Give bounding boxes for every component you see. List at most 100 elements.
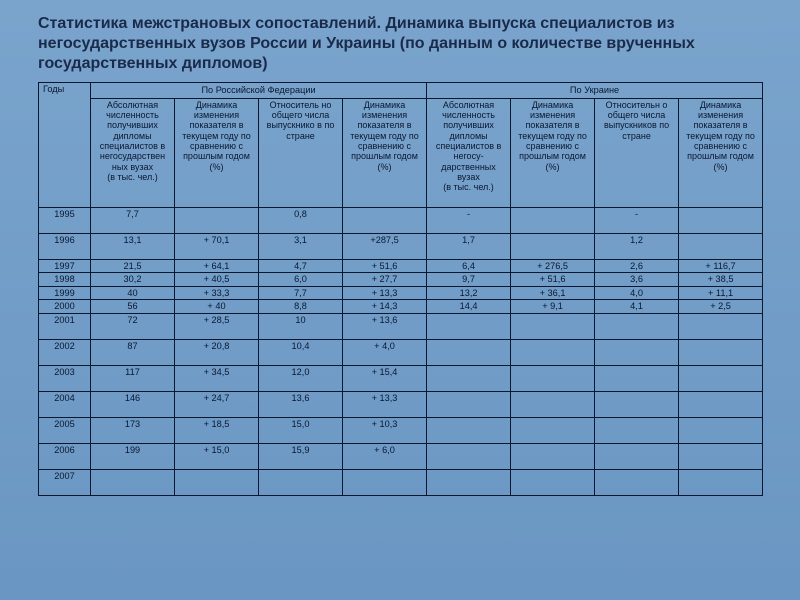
table-row: 2003117+ 34,512,0+ 15,4 [39,365,763,391]
data-cell: 8,8 [259,300,343,314]
slide: Статистика межстрановых сопоставлений. Д… [0,0,800,600]
year-cell: 2004 [39,391,91,417]
data-cell: 7,7 [91,207,175,233]
table-row: 199940+ 33,37,7+ 13,313,2+ 36,14,0+ 11,1 [39,286,763,300]
table-body: 19957,70,8--199613,1+ 70,13,1+287,51,71,… [39,207,763,495]
data-cell: + 2,5 [679,300,763,314]
data-cell: 3,6 [595,273,679,287]
data-cell: + 13,3 [343,391,427,417]
table-head: Годы По Российской Федерации По Украине … [39,83,763,208]
col-header: Динамика изменения показателя в текущем … [679,98,763,207]
year-cell: 1999 [39,286,91,300]
data-cell: 10,4 [259,339,343,365]
data-cell: 6,0 [259,273,343,287]
col-header: Абсолютная численность получивших диплом… [427,98,511,207]
year-cell: 2005 [39,417,91,443]
data-cell: + 51,6 [343,259,427,273]
data-cell: + 18,5 [175,417,259,443]
data-cell: 3,1 [259,233,343,259]
data-cell [679,417,763,443]
data-cell: + 4,0 [343,339,427,365]
data-cell [427,443,511,469]
data-cell: + 14,3 [343,300,427,314]
data-cell [679,233,763,259]
data-cell [595,365,679,391]
data-cell: 15,9 [259,443,343,469]
data-cell: + 6,0 [343,443,427,469]
data-cell: 173 [91,417,175,443]
year-cell: 2006 [39,443,91,469]
data-cell: + 116,7 [679,259,763,273]
data-cell [511,207,595,233]
data-cell: + 276,5 [511,259,595,273]
data-cell: 4,1 [595,300,679,314]
data-cell [679,207,763,233]
data-table: Годы По Российской Федерации По Украине … [38,82,763,496]
year-cell: 2002 [39,339,91,365]
data-cell [511,339,595,365]
data-cell [343,207,427,233]
data-cell: 15,0 [259,417,343,443]
data-cell [679,313,763,339]
year-cell: 2001 [39,313,91,339]
data-cell: + 15,0 [175,443,259,469]
data-cell: 13,1 [91,233,175,259]
col-group-ua: По Украине [427,83,763,99]
table-row: 199613,1+ 70,13,1+287,51,71,2 [39,233,763,259]
data-cell: 40 [91,286,175,300]
data-cell: 7,7 [259,286,343,300]
data-cell: 10 [259,313,343,339]
data-cell: + 64,1 [175,259,259,273]
col-group-ru: По Российской Федерации [91,83,427,99]
data-cell [511,313,595,339]
data-cell [91,469,175,495]
data-cell: + 10,3 [343,417,427,443]
table-row: 2004146+ 24,713,6+ 13,3 [39,391,763,417]
data-cell [679,443,763,469]
data-cell: + 70,1 [175,233,259,259]
data-cell: 56 [91,300,175,314]
data-cell: + 36,1 [511,286,595,300]
col-header: Динамика изменения показателя в текущем … [175,98,259,207]
data-cell [511,365,595,391]
year-cell: 2000 [39,300,91,314]
data-cell: 1,2 [595,233,679,259]
data-cell [679,365,763,391]
data-cell [511,233,595,259]
data-cell: 87 [91,339,175,365]
data-cell: 117 [91,365,175,391]
table-row: 200287+ 20,810,4+ 4,0 [39,339,763,365]
table-row: 2005173+ 18,515,0+ 10,3 [39,417,763,443]
data-cell: +287,5 [343,233,427,259]
data-cell: 12,0 [259,365,343,391]
page-title: Статистика межстрановых сопоставлений. Д… [38,14,762,74]
data-cell: 21,5 [91,259,175,273]
col-years: Годы [39,83,91,208]
year-cell: 1997 [39,259,91,273]
data-cell [427,469,511,495]
data-cell [511,443,595,469]
data-cell: + 40,5 [175,273,259,287]
data-cell: + 33,3 [175,286,259,300]
data-cell [343,469,427,495]
data-cell [427,391,511,417]
table-row: 19957,70,8-- [39,207,763,233]
data-cell [595,469,679,495]
data-cell [259,469,343,495]
data-cell: 199 [91,443,175,469]
data-cell: + 38,5 [679,273,763,287]
data-cell: 13,6 [259,391,343,417]
data-cell [595,417,679,443]
table-row: 2007 [39,469,763,495]
data-cell: + 9,1 [511,300,595,314]
data-cell [427,417,511,443]
data-cell [427,339,511,365]
data-cell [175,207,259,233]
table-row: 2006199+ 15,015,9+ 6,0 [39,443,763,469]
table-row: 199721,5+ 64,14,7+ 51,66,4+ 276,52,6+ 11… [39,259,763,273]
data-cell [427,365,511,391]
table-row: 199830,2+ 40,56,0+ 27,79,7+ 51,63,6+ 38,… [39,273,763,287]
data-cell: 14,4 [427,300,511,314]
col-header: Относительн о общего числа выпускников п… [595,98,679,207]
data-cell [679,391,763,417]
